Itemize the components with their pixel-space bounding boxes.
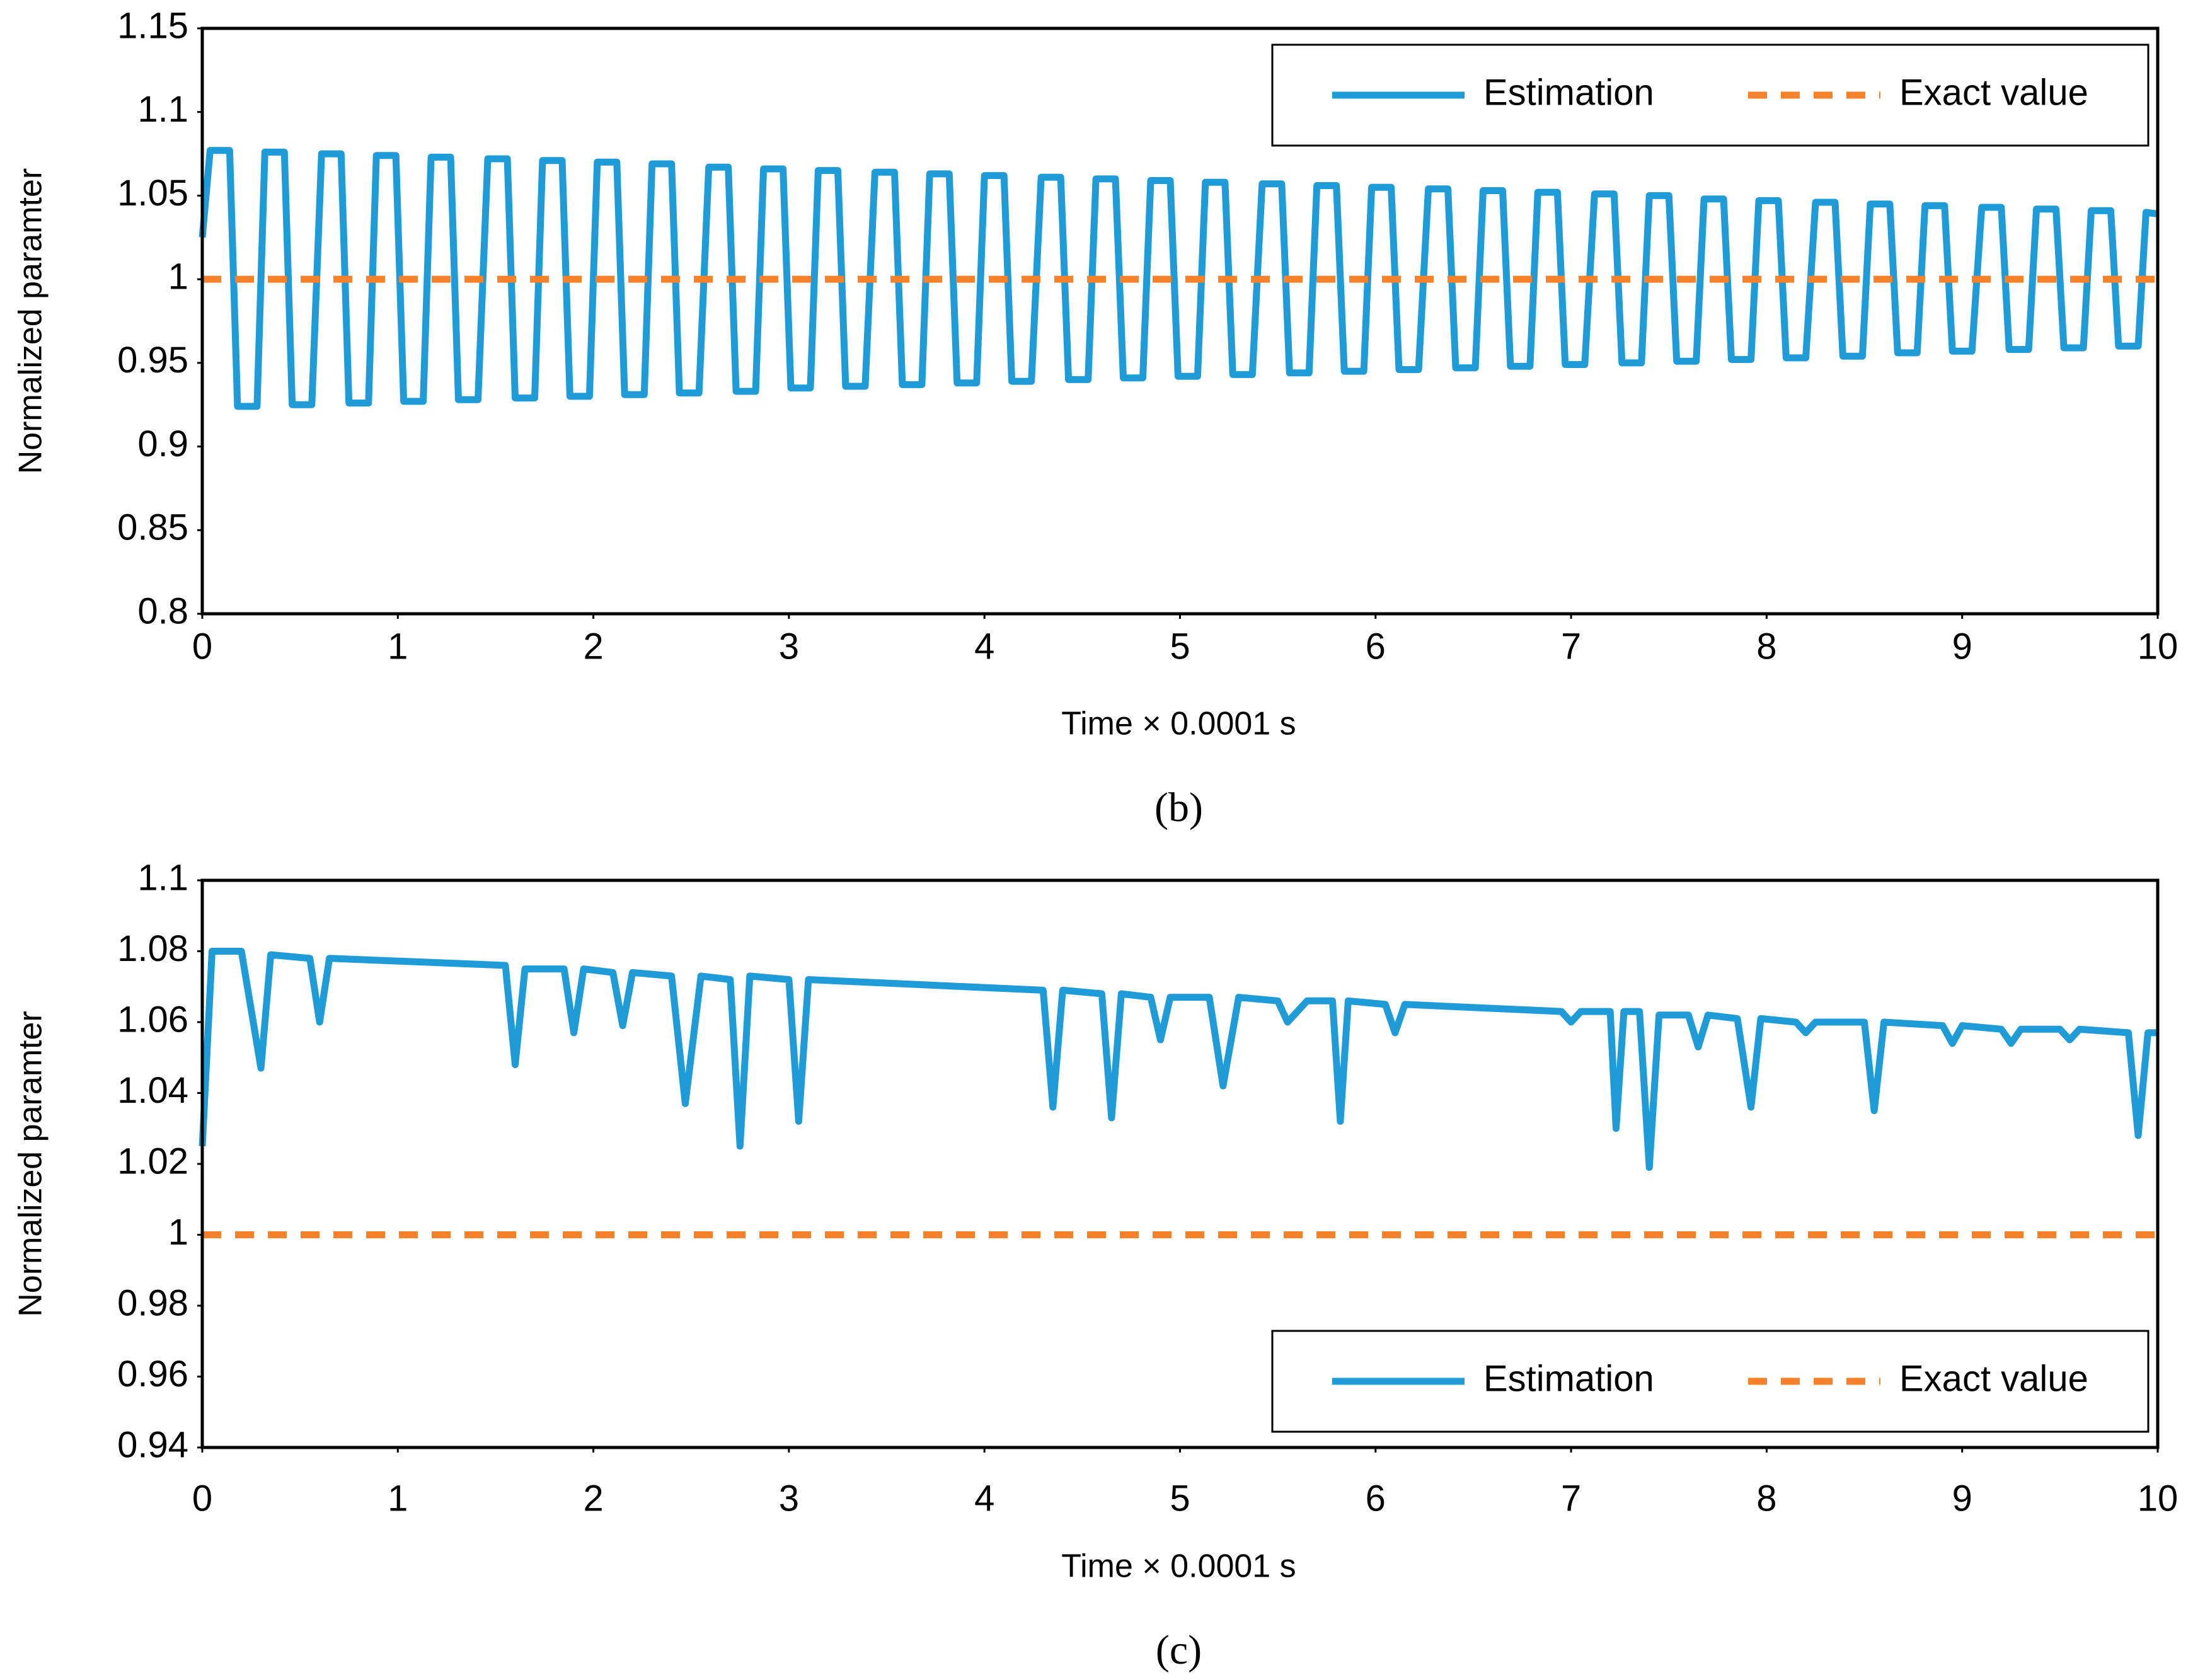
x-tick-label: 2 (583, 1478, 603, 1519)
x-tick-label: 9 (1952, 1478, 1972, 1519)
x-tick-label: 3 (779, 626, 799, 667)
x-tick-label: 0 (192, 1478, 212, 1519)
x-axis-label: Time × 0.0001 s (1061, 1548, 1296, 1585)
y-tick-label: 1.05 (117, 173, 188, 214)
y-tick-label: 1.06 (117, 999, 188, 1040)
caption: (b) (1154, 785, 1203, 831)
x-tick-label: 2 (583, 626, 603, 667)
y-tick-label: 0.8 (137, 590, 188, 631)
line-series (199, 147, 2158, 410)
y-tick-label: 1.1 (137, 89, 188, 130)
x-tick-label: 6 (1366, 1478, 1386, 1519)
x-tick-label: 7 (1561, 626, 1581, 667)
plot-frame (200, 26, 2160, 616)
y-tick-label: 0.98 (117, 1282, 188, 1323)
x-tick-label: 4 (974, 1478, 994, 1519)
y-tick-label: 0.85 (117, 507, 188, 548)
y-tick-label: 1.04 (117, 1070, 188, 1111)
y-axis-label: Normalized paramter (13, 168, 49, 475)
y-tick-label: 0.94 (117, 1424, 188, 1465)
y-tick-label: 1.15 (117, 5, 188, 46)
x-tick-label: 3 (779, 1478, 799, 1519)
y-axis-label: Normalized paramter (13, 1011, 49, 1317)
y-tick-label: 1 (168, 1212, 188, 1253)
y-tick-label: 1.08 (117, 928, 188, 969)
y-tick-label: 1 (168, 256, 188, 297)
legend-label: Exact value (1899, 72, 2088, 113)
x-tick-label: 1 (388, 1478, 408, 1519)
caption: (c) (1156, 1627, 1202, 1673)
x-tick-label: 8 (1756, 1478, 1776, 1519)
x-tick-label: 5 (1170, 1478, 1190, 1519)
legend-label: Estimation (1483, 1358, 1654, 1399)
x-tick-label: 10 (2138, 626, 2179, 667)
y-tick-label: 0.9 (137, 423, 188, 464)
x-tick-label: 7 (1561, 1478, 1581, 1519)
y-tick-label: 0.95 (117, 340, 188, 381)
y-tick-label: 1.1 (137, 857, 188, 898)
line-series (199, 948, 2158, 1171)
x-axis-label: Time × 0.0001 s (1061, 706, 1296, 742)
x-tick-label: 6 (1366, 626, 1386, 667)
legend-label: Exact value (1899, 1358, 2088, 1399)
x-tick-label: 5 (1170, 626, 1190, 667)
x-tick-label: 0 (192, 626, 212, 667)
x-tick-label: 4 (974, 626, 994, 667)
y-tick-label: 0.96 (117, 1354, 188, 1395)
x-tick-label: 1 (388, 626, 408, 667)
x-tick-label: 10 (2138, 1478, 2179, 1519)
x-tick-label: 9 (1952, 626, 1972, 667)
legend-label: Estimation (1483, 72, 1654, 113)
y-tick-label: 1.02 (117, 1141, 188, 1182)
plot-frame (200, 878, 2160, 1449)
x-tick-label: 8 (1756, 626, 1776, 667)
